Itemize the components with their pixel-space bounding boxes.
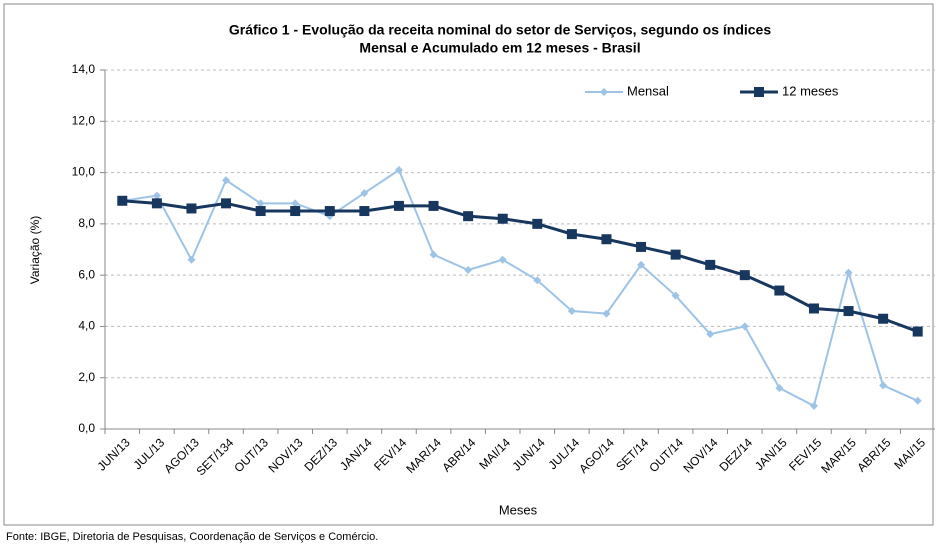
data-point bbox=[601, 234, 612, 245]
data-point bbox=[152, 191, 161, 200]
data-point bbox=[809, 401, 818, 410]
y-tick-label: 10,0 bbox=[72, 165, 96, 179]
data-point bbox=[151, 198, 162, 209]
x-axis-label: Meses bbox=[499, 502, 538, 517]
data-point bbox=[186, 203, 197, 214]
data-point bbox=[636, 241, 647, 252]
data-point bbox=[739, 270, 750, 281]
data-point bbox=[256, 199, 265, 208]
data-point bbox=[912, 326, 923, 337]
chart-frame bbox=[3, 3, 934, 526]
data-point bbox=[324, 206, 335, 217]
y-tick-label: 2,0 bbox=[78, 370, 95, 384]
data-point bbox=[498, 255, 507, 264]
data-point bbox=[671, 291, 680, 300]
data-point bbox=[394, 166, 403, 175]
data-point bbox=[602, 309, 611, 318]
chart-title: Gráfico 1 - Evolução da receita nominal … bbox=[229, 22, 771, 38]
data-point bbox=[775, 383, 784, 392]
data-point bbox=[222, 176, 231, 185]
y-tick-label: 8,0 bbox=[78, 216, 95, 230]
data-point bbox=[740, 322, 749, 331]
source-note: Fonte: IBGE, Diretoria de Pesquisas, Coo… bbox=[6, 531, 378, 543]
series-line bbox=[122, 168, 919, 408]
data-point bbox=[532, 218, 543, 229]
data-point bbox=[705, 259, 716, 270]
data-point bbox=[533, 276, 542, 285]
data-point bbox=[255, 206, 266, 217]
data-point bbox=[844, 268, 853, 277]
legend-marker bbox=[600, 88, 608, 96]
data-point bbox=[566, 229, 577, 240]
chart-title: Mensal e Acumulado em 12 meses - Brasil bbox=[359, 40, 640, 56]
data-point bbox=[497, 213, 508, 224]
y-tick-label: 4,0 bbox=[78, 319, 95, 333]
data-point bbox=[117, 195, 128, 206]
legend-label: 12 meses bbox=[782, 83, 839, 98]
data-point bbox=[774, 285, 785, 296]
data-point bbox=[360, 189, 369, 198]
data-point bbox=[913, 396, 922, 405]
data-point bbox=[706, 330, 715, 339]
series-line bbox=[122, 199, 919, 333]
data-point bbox=[291, 199, 300, 208]
data-point bbox=[567, 307, 576, 316]
data-point bbox=[463, 211, 474, 222]
legend-label: Mensal bbox=[627, 83, 669, 98]
y-tick-label: 6,0 bbox=[78, 267, 95, 281]
data-point bbox=[187, 255, 196, 264]
data-point bbox=[428, 200, 439, 211]
data-point bbox=[393, 200, 404, 211]
y-tick-label: 12,0 bbox=[72, 113, 96, 127]
y-tick-label: 14,0 bbox=[72, 62, 96, 76]
data-point bbox=[429, 250, 438, 259]
data-point bbox=[359, 206, 370, 217]
data-point bbox=[221, 198, 232, 209]
data-point bbox=[808, 303, 819, 314]
data-point bbox=[290, 206, 301, 217]
data-point bbox=[879, 381, 888, 390]
legend-marker bbox=[754, 87, 764, 97]
data-point bbox=[670, 249, 681, 260]
data-point bbox=[878, 313, 889, 324]
y-axis-label: Variação (%) bbox=[28, 216, 42, 284]
data-point bbox=[464, 266, 473, 275]
y-tick-label: 0,0 bbox=[78, 421, 95, 435]
data-point bbox=[843, 306, 854, 317]
data-point bbox=[637, 260, 646, 269]
